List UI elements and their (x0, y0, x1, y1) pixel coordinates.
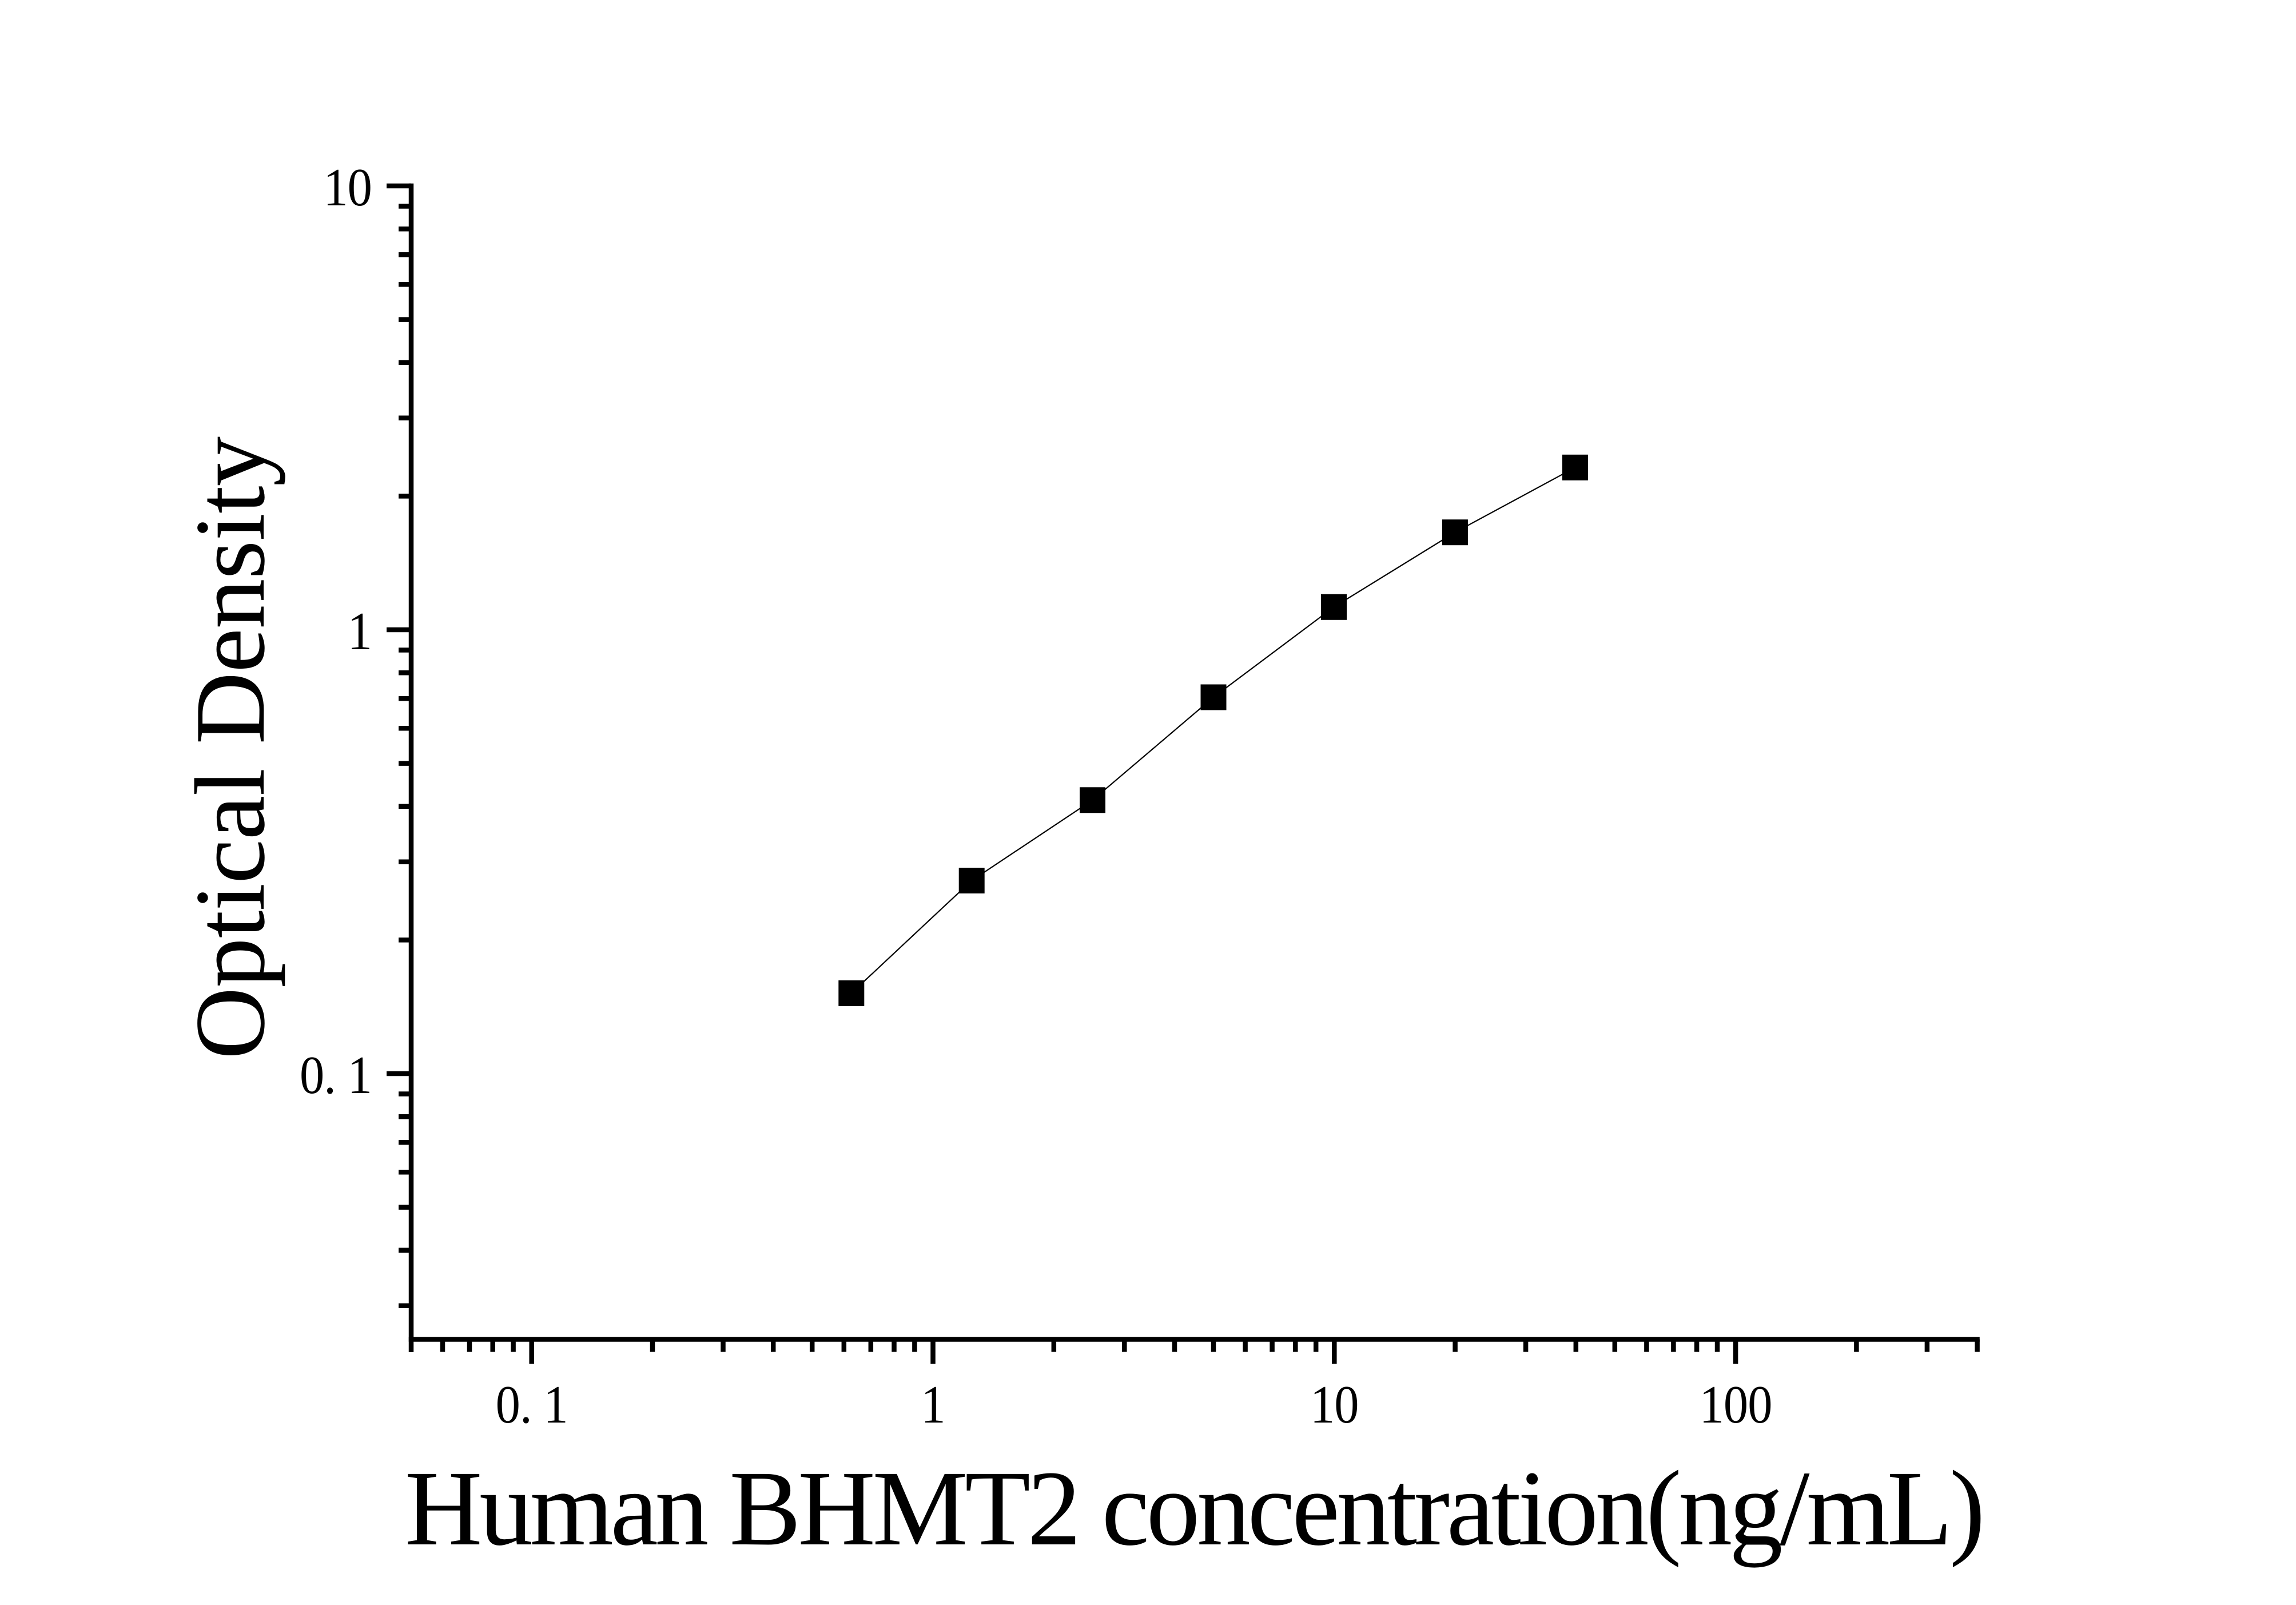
svg-text:100: 100 (1700, 1375, 1772, 1435)
svg-text:Optical Density: Optical Density (174, 436, 285, 1059)
svg-text:1: 1 (921, 1375, 945, 1435)
svg-text:10: 10 (1310, 1375, 1359, 1435)
svg-text:1: 1 (348, 602, 372, 661)
svg-text:0. 1: 0. 1 (300, 1046, 372, 1105)
svg-text:0. 1: 0. 1 (496, 1375, 568, 1435)
svg-text:Human BHMT2 concentration(ng/m: Human BHMT2 concentration(ng/mL) (405, 1448, 1982, 1568)
svg-text:10: 10 (323, 158, 372, 217)
